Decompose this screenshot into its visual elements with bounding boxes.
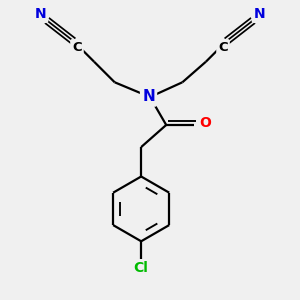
Text: N: N: [142, 89, 155, 104]
Text: Cl: Cl: [134, 261, 148, 275]
Text: O: O: [200, 116, 211, 130]
Text: C: C: [72, 41, 82, 54]
Text: N: N: [35, 7, 46, 21]
Text: C: C: [218, 41, 228, 54]
Text: N: N: [254, 7, 265, 21]
